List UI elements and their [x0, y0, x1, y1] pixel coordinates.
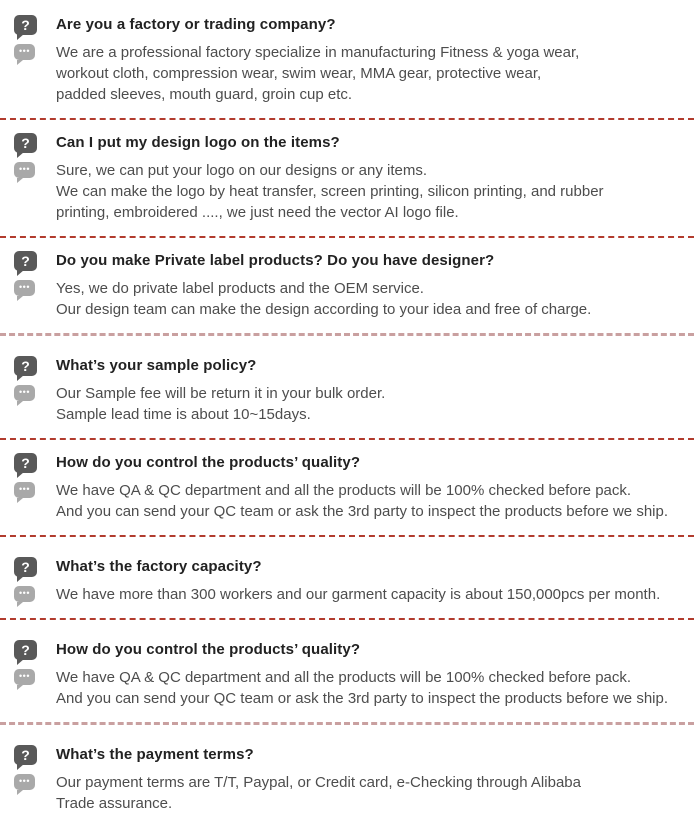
- question-mark-glyph: ?: [21, 747, 30, 763]
- faq-answer: Our payment terms are T/T, Paypal, or Cr…: [56, 772, 694, 814]
- dots-glyph: •••: [19, 587, 30, 598]
- faq-question: What’s the payment terms?: [56, 746, 254, 763]
- dots-glyph: •••: [19, 670, 30, 681]
- question-mark-glyph: ?: [21, 253, 30, 269]
- faq-answer-line: And you can send your QC team or ask the…: [56, 690, 668, 707]
- dots-glyph: •••: [19, 163, 30, 174]
- answer-bubble-icon: •••: [14, 162, 35, 183]
- dots-glyph: •••: [19, 483, 30, 494]
- question-mark-glyph: ?: [21, 358, 30, 374]
- question-bubble-icon: ?: [14, 640, 37, 665]
- question-mark-glyph: ?: [21, 17, 30, 33]
- faq-answer-line: Our Sample fee will be return it in your…: [56, 385, 386, 402]
- answer-bubble-icon: •••: [14, 482, 35, 503]
- faq-answer-line: We have more than 300 workers and our ga…: [56, 586, 661, 603]
- faq-answer-line: And you can send your QC team or ask the…: [56, 503, 668, 520]
- answer-bubble-icon: •••: [14, 669, 35, 690]
- faq-answer-line: workout cloth, compression wear, swim we…: [56, 65, 542, 82]
- faq-answer-line: We have QA & QC department and all the p…: [56, 669, 632, 686]
- dots-glyph: •••: [19, 281, 30, 292]
- faq-answer: Yes, we do private label products and th…: [56, 278, 694, 320]
- dots-glyph: •••: [19, 775, 30, 786]
- question-bubble-icon: ?: [14, 453, 37, 478]
- faq-section: ? What’s the factory capacity? ••• We ha…: [0, 537, 694, 607]
- faq-section: ? How do you control the products’ quali…: [0, 620, 694, 709]
- answer-bubble-icon: •••: [14, 774, 35, 795]
- faq-answer: Sure, we can put your logo on our design…: [56, 160, 694, 223]
- faq-answer-line: Our design team can make the design acco…: [56, 301, 592, 318]
- question-bubble-icon: ?: [14, 15, 37, 40]
- faq-section: ? How do you control the products’ quali…: [0, 440, 694, 522]
- question-mark-glyph: ?: [21, 559, 30, 575]
- faq-answer-line: We have QA & QC department and all the p…: [56, 482, 632, 499]
- dots-glyph: •••: [19, 386, 30, 397]
- faq-answer: We have QA & QC department and all the p…: [56, 480, 694, 522]
- dashed-separator: [0, 618, 694, 620]
- dashed-separator: [0, 722, 694, 725]
- faq-question: What’s your sample policy?: [56, 357, 257, 374]
- answer-bubble-icon: •••: [14, 280, 35, 301]
- question-bubble-icon: ?: [14, 251, 37, 276]
- faq-answer-line: printing, embroidered ...., we just need…: [56, 204, 459, 221]
- faq-section: ? Do you make Private label products? Do…: [0, 238, 694, 320]
- faq-question: How do you control the products’ quality…: [56, 641, 361, 658]
- answer-bubble-icon: •••: [14, 586, 35, 607]
- question-mark-glyph: ?: [21, 642, 30, 658]
- faq-question: What’s the factory capacity?: [56, 558, 262, 575]
- question-mark-glyph: ?: [21, 135, 30, 151]
- question-bubble-icon: ?: [14, 133, 37, 158]
- faq-answer-line: Yes, we do private label products and th…: [56, 280, 424, 297]
- question-mark-glyph: ?: [21, 455, 30, 471]
- question-bubble-icon: ?: [14, 745, 37, 770]
- faq-answer-line: We can make the logo by heat transfer, s…: [56, 183, 604, 200]
- dashed-separator: [0, 535, 694, 537]
- question-bubble-icon: ?: [14, 557, 37, 582]
- faq-section: ? What’s your sample policy? ••• Our Sam…: [0, 336, 694, 425]
- question-bubble-icon: ?: [14, 356, 37, 381]
- faq-question: Do you make Private label products? Do y…: [56, 252, 495, 269]
- dashed-separator: [0, 333, 694, 336]
- answer-bubble-icon: •••: [14, 44, 35, 65]
- faq-question: Are you a factory or trading company?: [56, 16, 336, 33]
- faq-section: ? What’s the payment terms? ••• Our paym…: [0, 725, 694, 814]
- faq-answer: We have QA & QC department and all the p…: [56, 667, 694, 709]
- faq-answer-line: Sample lead time is about 10~15days.: [56, 406, 311, 423]
- dashed-separator: [0, 236, 694, 238]
- faq-answer: Our Sample fee will be return it in your…: [56, 383, 694, 425]
- faq-section: ? Can I put my design logo on the items?…: [0, 120, 694, 223]
- faq-answer-line: Sure, we can put your logo on our design…: [56, 162, 428, 179]
- faq-section: ? Are you a factory or trading company? …: [0, 2, 694, 105]
- faq-question: How do you control the products’ quality…: [56, 454, 361, 471]
- dots-glyph: •••: [19, 45, 30, 56]
- dashed-separator: [0, 438, 694, 440]
- faq-answer-line: Our payment terms are T/T, Paypal, or Cr…: [56, 774, 581, 791]
- answer-bubble-icon: •••: [14, 385, 35, 406]
- dashed-separator: [0, 118, 694, 120]
- faq-answer-line: Trade assurance.: [56, 795, 173, 812]
- faq-question: Can I put my design logo on the items?: [56, 134, 340, 151]
- faq-answer: We are a professional factory specialize…: [56, 42, 694, 105]
- faq-answer: We have more than 300 workers and our ga…: [56, 584, 694, 605]
- faq-answer-line: padded sleeves, mouth guard, groin cup e…: [56, 86, 353, 103]
- faq-answer-line: We are a professional factory specialize…: [56, 44, 580, 61]
